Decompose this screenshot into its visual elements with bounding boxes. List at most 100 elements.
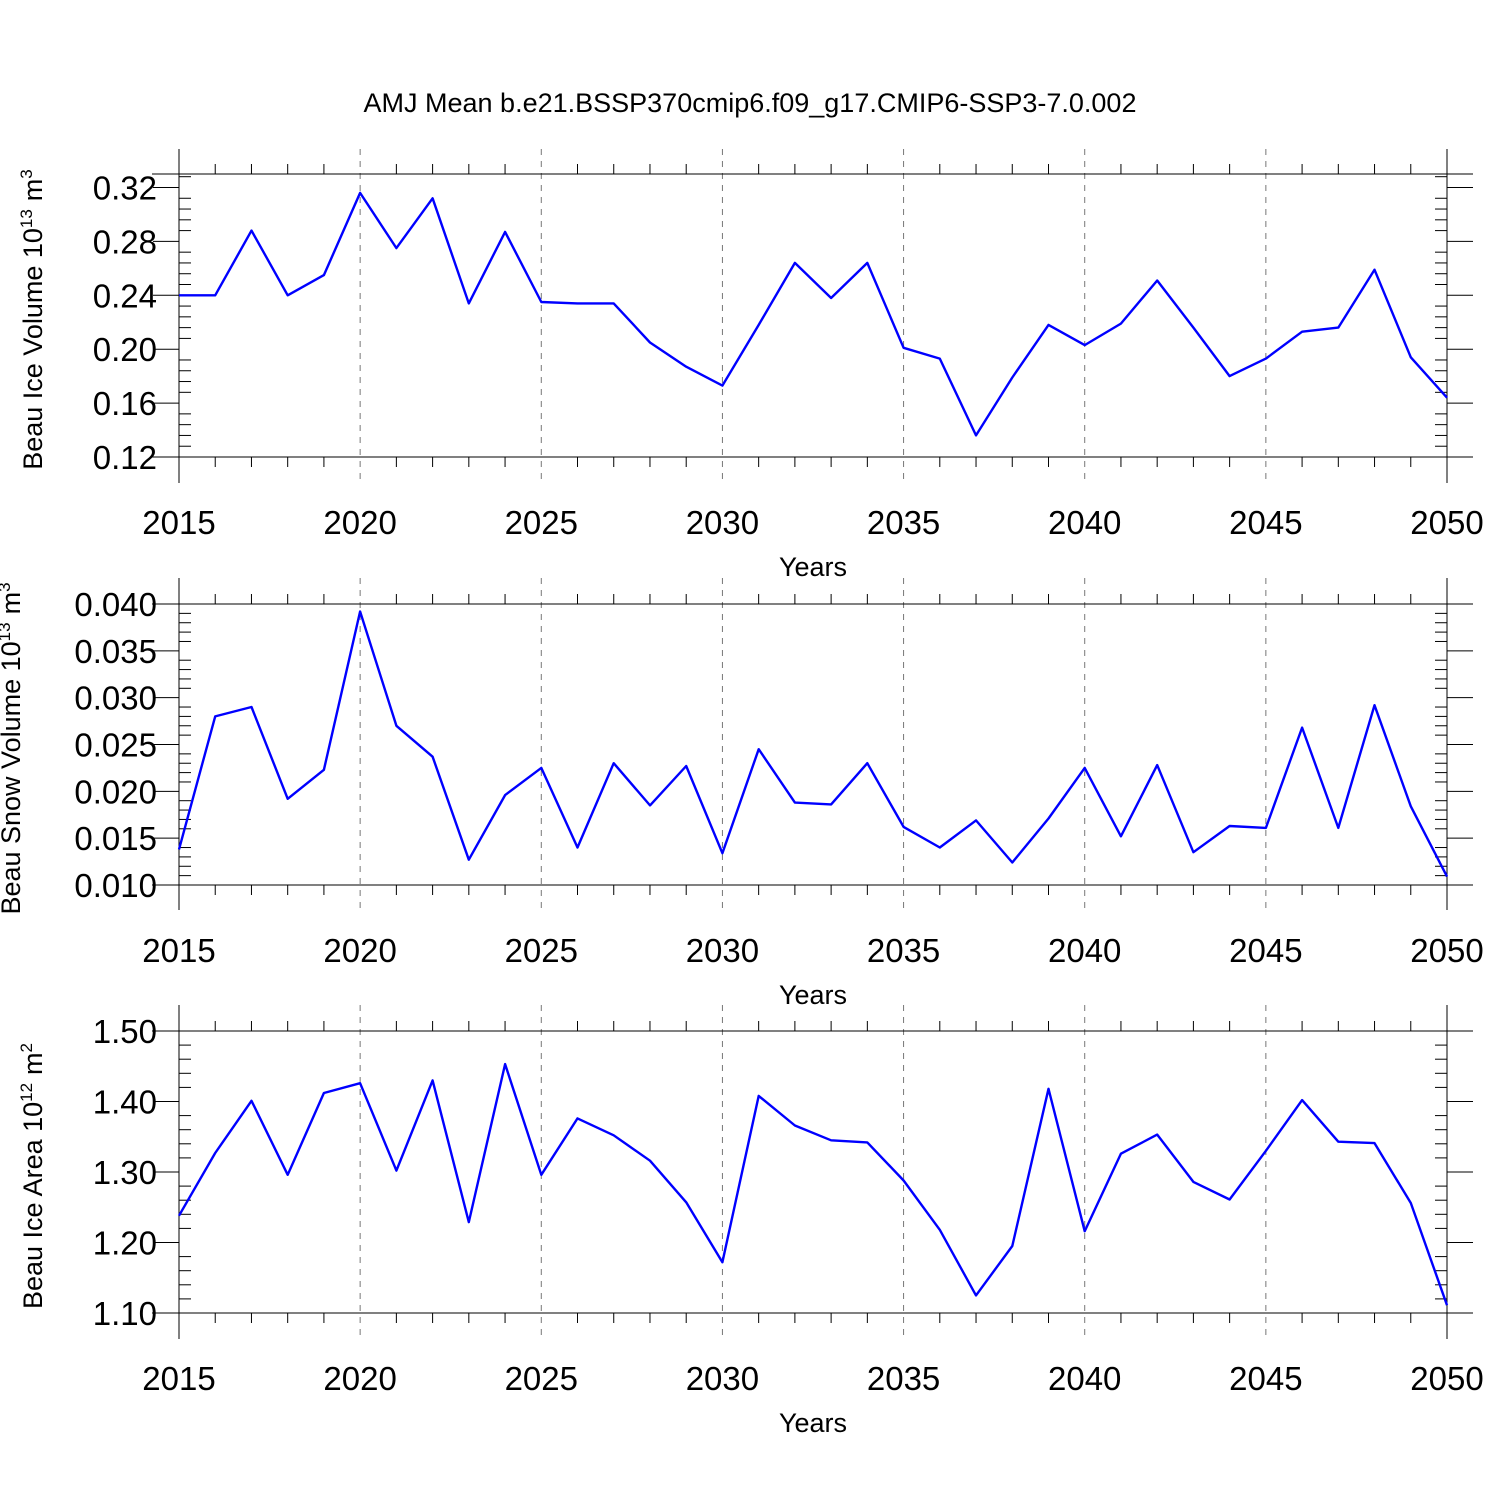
- y-axis-label-unit-exponent: 3: [17, 169, 36, 178]
- data-point: [321, 767, 326, 772]
- data-point: [430, 1078, 435, 1083]
- data-point: [937, 845, 942, 850]
- data-point: [720, 1260, 725, 1265]
- x-tick-label: 2045: [1229, 1360, 1302, 1397]
- data-point: [1372, 267, 1377, 272]
- panel-1: 2015 2020 2025 2030 2035 2040 2045 2050 0.12 0.16…: [17, 149, 1484, 582]
- data-point: [611, 1133, 616, 1138]
- data-point: [575, 845, 580, 850]
- panel-3: 2015 2020 2025 2030 2035 2040 2045 2050 1.10 1.20…: [17, 1005, 1484, 1438]
- y-axis-label-text: Beau Snow Volume 10: [0, 641, 26, 914]
- y-axis-label-unit: m: [0, 592, 26, 615]
- x-tick-label: 2015: [142, 932, 215, 969]
- data-point: [430, 754, 435, 759]
- data-point: [503, 793, 508, 798]
- data-point: [177, 847, 182, 852]
- data-point: [503, 1062, 508, 1067]
- data-point: [684, 364, 689, 369]
- data-point: [1118, 1151, 1123, 1156]
- x-tick-label: 2025: [505, 504, 578, 541]
- data-point: [792, 1123, 797, 1128]
- x-tick-label: 2030: [686, 1360, 759, 1397]
- data-point: [1191, 850, 1196, 855]
- x-tick-label: 2040: [1048, 932, 1121, 969]
- x-tick-label: 2015: [142, 1360, 215, 1397]
- x-tick-label: 2035: [867, 932, 940, 969]
- x-axis-label: Years: [779, 980, 847, 1010]
- y-axis-label: Beau Ice Area 1012 m2: [17, 1043, 48, 1309]
- x-tick-label: 2050: [1410, 932, 1483, 969]
- data-point: [1082, 765, 1087, 770]
- data-point: [1082, 343, 1087, 348]
- data-point: [829, 802, 834, 807]
- y-tick-label: 0.24: [93, 277, 157, 314]
- y-axis-label-unit-exponent: 2: [17, 1043, 36, 1052]
- data-point: [1046, 322, 1051, 327]
- data-point: [1263, 356, 1268, 361]
- y-tick-label: 1.50: [93, 1013, 157, 1050]
- x-tick-label: 2050: [1410, 1360, 1483, 1397]
- data-point: [177, 293, 182, 298]
- data-point: [829, 295, 834, 300]
- x-tick-label: 2030: [686, 504, 759, 541]
- data-point: [684, 1200, 689, 1205]
- y-tick-label: 1.20: [93, 1225, 157, 1262]
- data-point: [756, 747, 761, 752]
- data-point: [394, 723, 399, 728]
- data-point: [1445, 1303, 1450, 1308]
- data-point: [1263, 825, 1268, 830]
- y-axis-label-unit: m: [18, 1052, 48, 1075]
- data-point: [901, 1178, 906, 1183]
- data-point: [1445, 874, 1450, 879]
- chart-title: AMJ Mean b.e21.BSSP370cmip6.f09_g17.CMIP…: [364, 88, 1137, 118]
- data-point: [1155, 1132, 1160, 1137]
- data-point: [466, 857, 471, 862]
- data-point: [1155, 278, 1160, 283]
- x-tick-label: 2015: [142, 504, 215, 541]
- y-tick-label: 0.12: [93, 439, 157, 476]
- data-point: [285, 293, 290, 298]
- y-tick-label: 1.30: [93, 1154, 157, 1191]
- data-point: [756, 1093, 761, 1098]
- data-point: [1191, 1179, 1196, 1184]
- data-point: [611, 301, 616, 306]
- data-point: [1082, 1229, 1087, 1234]
- y-tick-label: 0.020: [74, 773, 157, 810]
- data-point: [575, 301, 580, 306]
- data-point: [1300, 725, 1305, 730]
- y-axis-label-exponent: 13: [17, 209, 36, 228]
- data-point: [937, 356, 942, 361]
- data-point: [1046, 1086, 1051, 1091]
- data-point: [1300, 329, 1305, 334]
- data-point: [321, 273, 326, 278]
- data-point: [1010, 375, 1015, 380]
- data-point: [249, 228, 254, 233]
- data-point: [249, 705, 254, 710]
- y-tick-label: 0.025: [74, 727, 157, 764]
- data-point: [647, 803, 652, 808]
- y-axis-label: Beau Ice Volume 1013 m3: [17, 169, 48, 470]
- data-point: [1336, 1139, 1341, 1144]
- data-point: [539, 1172, 544, 1177]
- data-point: [358, 1081, 363, 1086]
- x-tick-label: 2035: [867, 504, 940, 541]
- y-tick-label: 0.16: [93, 385, 157, 422]
- data-point: [503, 229, 508, 234]
- y-tick-label: 0.030: [74, 680, 157, 717]
- data-point: [974, 818, 979, 823]
- data-point: [647, 340, 652, 345]
- y-axis-label: Beau Snow Volume 1013 m3: [0, 582, 26, 914]
- data-point: [1191, 325, 1196, 330]
- y-tick-label: 0.035: [74, 633, 157, 670]
- y-axis-label-exponent: 13: [0, 622, 14, 641]
- data-point: [249, 1098, 254, 1103]
- x-tick-label: 2020: [323, 932, 396, 969]
- data-point: [466, 1220, 471, 1225]
- data-point: [974, 433, 979, 438]
- data-point: [1300, 1098, 1305, 1103]
- x-axis-label: Years: [779, 552, 847, 582]
- data-point: [901, 824, 906, 829]
- data-point: [430, 196, 435, 201]
- data-point: [1372, 703, 1377, 708]
